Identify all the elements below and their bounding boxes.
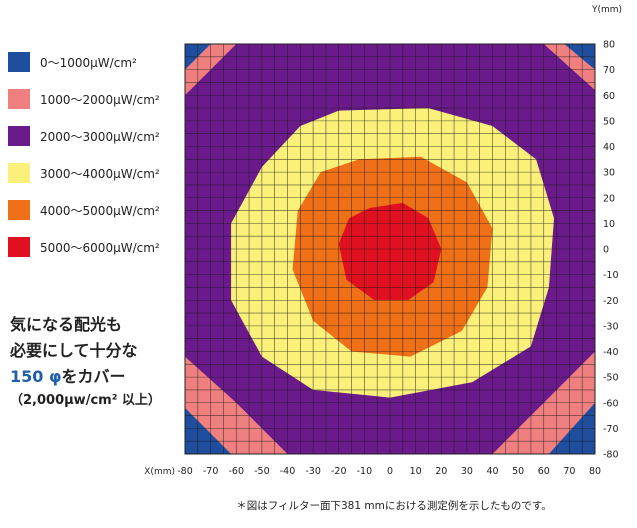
legend-swatch <box>8 200 30 220</box>
legend-label: 1000〜2000μW/cm² <box>40 92 160 107</box>
x-tick-label: -80 <box>177 466 193 477</box>
x-tick-label: -50 <box>254 466 270 477</box>
x-tick-label: 60 <box>538 466 550 477</box>
y-tick-label: 10 <box>603 219 615 230</box>
legend: 0〜1000μW/cm² 1000〜2000μW/cm² 2000〜3000μW/c… <box>8 52 160 274</box>
y-tick-label: 80 <box>603 40 615 51</box>
x-axis-unit-label: X(mm) <box>144 467 175 477</box>
x-tick-label: -20 <box>331 466 347 477</box>
callout-diameter: 150 φ <box>10 367 62 386</box>
y-tick-label: -10 <box>603 270 619 281</box>
y-tick-label: 70 <box>603 65 615 76</box>
callout-line-1: 気になる配光も <box>10 315 123 334</box>
legend-item: 2000〜3000μW/cm² <box>8 126 160 146</box>
x-tick-label: 70 <box>563 466 575 477</box>
x-tick-label: -10 <box>357 466 373 477</box>
y-tick-label: -60 <box>603 398 619 409</box>
y-tick-label: 50 <box>603 116 615 127</box>
legend-label: 0〜1000μW/cm² <box>40 55 137 70</box>
y-tick-label: -50 <box>603 373 619 384</box>
legend-item: 5000〜6000μW/cm² <box>8 237 160 257</box>
legend-label: 5000〜6000μW/cm² <box>40 240 160 255</box>
x-tick-label: 50 <box>512 466 524 477</box>
legend-label: 3000〜4000μW/cm² <box>40 166 160 181</box>
legend-label: 4000〜5000μW/cm² <box>40 203 160 218</box>
x-tick-label: 10 <box>410 466 422 477</box>
plot-frame <box>184 43 596 455</box>
legend-label: 2000〜3000μW/cm² <box>40 129 160 144</box>
y-tick-label: 30 <box>603 168 615 179</box>
legend-swatch <box>8 89 30 109</box>
x-tick-label: 40 <box>486 466 498 477</box>
footnote: ＊図はフィルター面下381 mmにおける測定例を示したものです。 <box>236 500 552 512</box>
legend-swatch <box>8 237 30 257</box>
y-tick-label: 0 <box>603 245 609 256</box>
callout-line-3: 150 φをカバー <box>10 364 185 390</box>
y-tick-label: 40 <box>603 142 615 153</box>
legend-swatch <box>8 163 30 183</box>
callout-line-2: 必要にして十分な <box>10 341 138 360</box>
callout: 気になる配光も 必要にして十分な 150 φをカバー （2,000μw/cm² … <box>10 312 185 412</box>
x-tick-label: 20 <box>435 466 447 477</box>
y-tick-label: -20 <box>603 296 619 307</box>
callout-note: （2,000μw/cm² 以上） <box>10 393 161 408</box>
y-axis-unit-label: Y(mm) <box>591 5 622 15</box>
x-tick-label: -40 <box>280 466 296 477</box>
y-tick-label: -70 <box>603 424 619 435</box>
y-tick-label: 20 <box>603 193 615 204</box>
x-tick-label: 30 <box>461 466 473 477</box>
x-tick-label: 0 <box>387 466 393 477</box>
x-tick-label: -70 <box>203 466 219 477</box>
legend-item: 1000〜2000μW/cm² <box>8 89 160 109</box>
y-tick-label: -30 <box>603 321 619 332</box>
x-tick-label: -60 <box>228 466 244 477</box>
x-tick-label: 80 <box>589 466 601 477</box>
legend-item: 0〜1000μW/cm² <box>8 52 160 72</box>
callout-cover-text: をカバー <box>61 367 126 386</box>
legend-item: 3000〜4000μW/cm² <box>8 163 160 183</box>
y-tick-label: -80 <box>603 450 619 461</box>
legend-item: 4000〜5000μW/cm² <box>8 200 160 220</box>
y-tick-label: 60 <box>603 91 615 102</box>
legend-swatch <box>8 126 30 146</box>
x-tick-label: -30 <box>305 466 321 477</box>
contour-region <box>185 407 232 454</box>
y-tick-label: -40 <box>603 347 619 358</box>
legend-swatch <box>8 52 30 72</box>
tick-labels: 80 70 60 50 40 30 20 10 0 -10 -20 -30 -40 -50 -60 -70 -8… <box>177 40 618 478</box>
